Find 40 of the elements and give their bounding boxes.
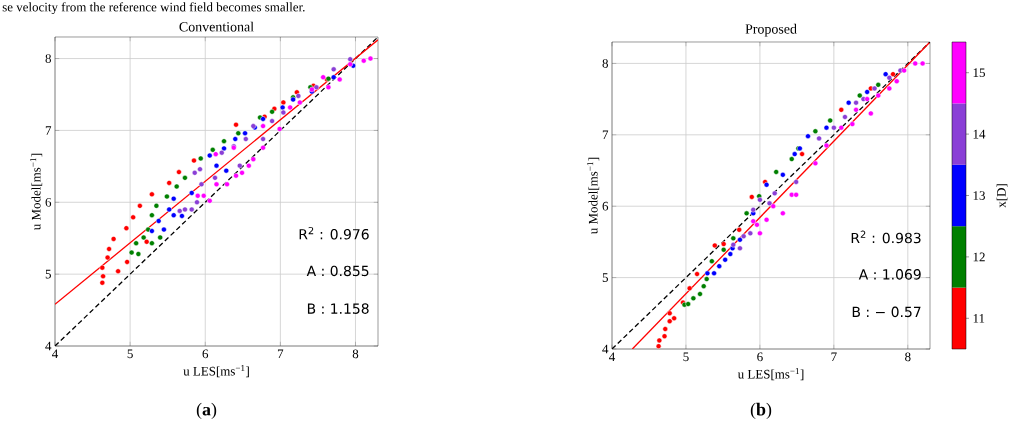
y-tick-label: 6 [602,201,609,211]
x-axis-title: u LES[ms$^{−1}$] [737,368,804,381]
color-bar-title: x[D] [996,184,1008,208]
color-bar-label: 14 [973,129,986,139]
annotation: A : 1.069 [858,269,921,280]
text: (a) [196,402,217,420]
text: (b) [750,402,772,420]
y-tick-label: 4 [45,341,52,351]
y-axis-title: u Model[ms$^{−1}$] [587,157,600,235]
y-tick-label: 5 [602,273,608,282]
chart-title: Proposed [745,23,797,37]
y-tick-label: 5 [45,269,51,279]
color-bar-label: 13 [973,191,985,200]
color-bar-label: 12 [973,252,985,262]
y-axis-title: u Model[ms$^{−1}$] [30,153,43,231]
color-bar-label: 15 [973,68,985,78]
x-tick-label: 6 [202,349,209,359]
color-bar-label: 11 [973,314,985,323]
x-tick-label: 7 [277,349,284,358]
y-tick-label: 6 [45,197,52,207]
x-tick-label: 5 [127,349,133,359]
x-tick-label: 5 [683,352,689,362]
annotation: R$^{2}$ : 0.983 [851,230,921,244]
x-tick-label: 7 [831,352,837,361]
x-tick-label: 4 [52,349,59,359]
x-tick-label: 8 [905,352,911,362]
annotation: A : 0.855 [306,265,369,277]
x-tick-label: 6 [757,352,763,362]
x-axis-title: u LES[ms$^{−1}$] [183,365,249,378]
annotation: R$^{2}$ : 0.976 [299,226,369,240]
y-tick-label: 7 [602,130,609,140]
y-tick-label: 8 [45,54,51,63]
x-tick-label: 4 [609,352,616,362]
text: se velocity from the reference wind field becomes smaller. [2,2,305,15]
annotation: B : − 0.57 [852,306,921,318]
x-tick-label: 8 [352,349,359,359]
y-tick-label: 8 [602,59,608,68]
chart-title: Conventional [179,21,254,32]
annotation: B : 1.158 [307,303,369,314]
y-tick-label: 7 [45,126,52,135]
